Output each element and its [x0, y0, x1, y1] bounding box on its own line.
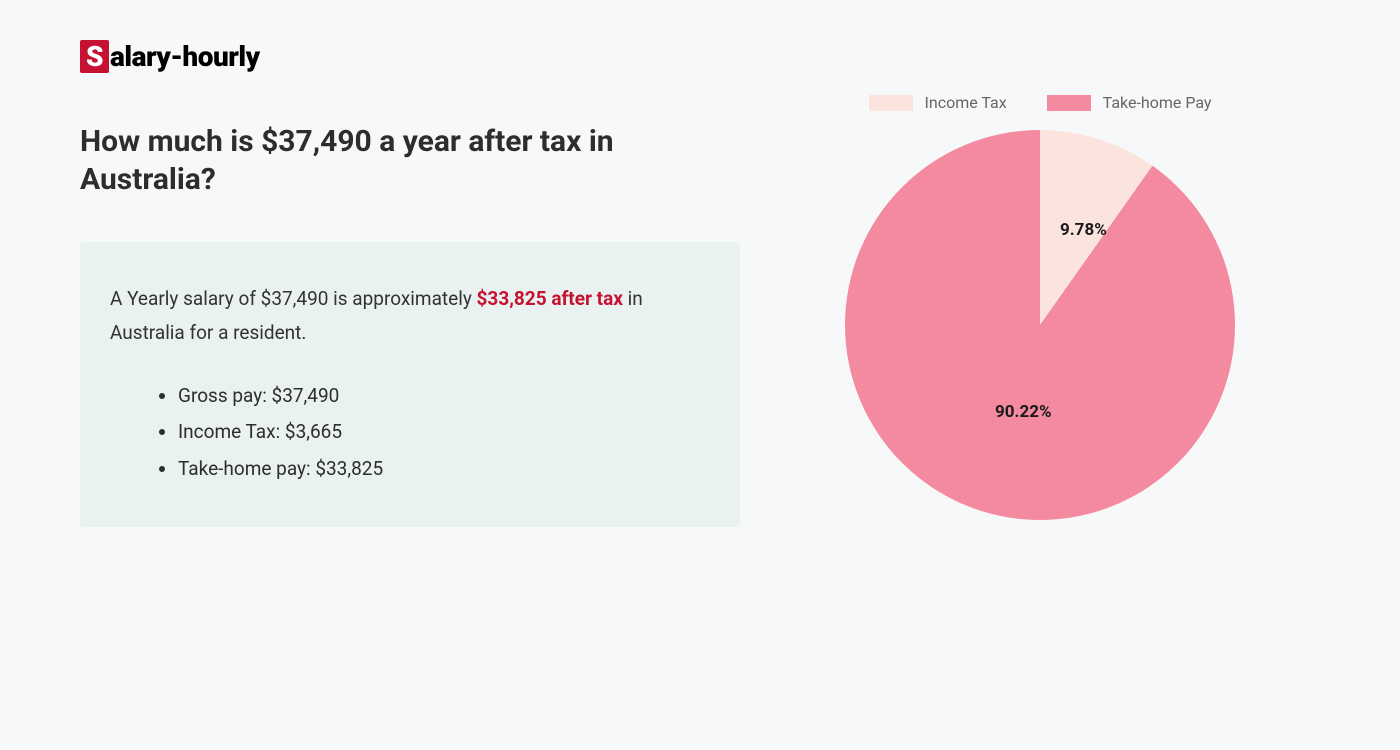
pie-circle — [845, 130, 1235, 520]
legend-item-take-home: Take-home Pay — [1047, 93, 1212, 112]
page-title: How much is $37,490 a year after tax in … — [80, 123, 740, 198]
legend-item-income-tax: Income Tax — [869, 93, 1007, 112]
main-layout: How much is $37,490 a year after tax in … — [80, 123, 1320, 527]
legend-label: Income Tax — [925, 93, 1007, 112]
left-column: How much is $37,490 a year after tax in … — [80, 123, 740, 527]
slice-label-income-tax: 9.78% — [1060, 220, 1107, 240]
legend-swatch — [869, 95, 913, 111]
summary-text: A Yearly salary of $37,490 is approximat… — [110, 282, 710, 350]
logo-text: alary-hourly — [110, 40, 260, 73]
chart-legend: Income Tax Take-home Pay — [820, 93, 1260, 112]
chart-column: Income Tax Take-home Pay 9.78% 90.22% — [820, 93, 1260, 527]
summary-highlight: $33,825 after tax — [477, 287, 623, 310]
slice-label-take-home: 90.22% — [995, 402, 1052, 422]
breakdown-list: Gross pay: $37,490 Income Tax: $3,665 Ta… — [110, 378, 710, 486]
logo-s-badge: S — [80, 40, 109, 73]
legend-swatch — [1047, 95, 1091, 111]
summary-box: A Yearly salary of $37,490 is approximat… — [80, 242, 740, 527]
legend-label: Take-home Pay — [1103, 93, 1212, 112]
brand-logo: Salary-hourly — [80, 40, 1320, 73]
summary-pre: A Yearly salary of $37,490 is approximat… — [110, 287, 477, 310]
list-item: Gross pay: $37,490 — [178, 378, 710, 414]
list-item: Take-home pay: $33,825 — [178, 451, 710, 487]
list-item: Income Tax: $3,665 — [178, 414, 710, 450]
pie-chart: 9.78% 90.22% — [845, 130, 1235, 520]
